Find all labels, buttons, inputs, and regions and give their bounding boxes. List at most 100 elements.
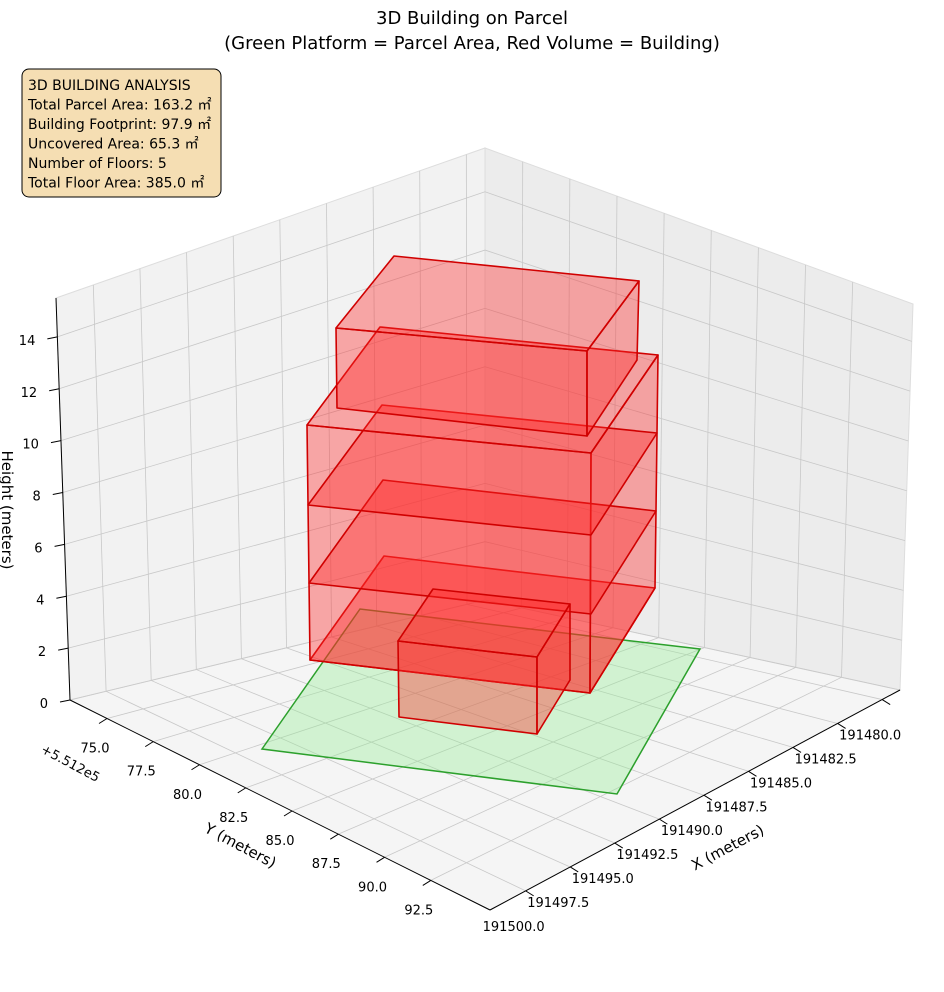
x-axis: [489, 689, 901, 911]
grid-line: [57, 191, 486, 338]
y-tick: [144, 741, 154, 748]
z-tick-label: 4: [36, 593, 44, 608]
x-tick: [703, 794, 713, 801]
x-tick: [614, 842, 624, 849]
grid-line: [419, 170, 423, 616]
grid-line: [484, 599, 901, 691]
grid-line: [232, 236, 242, 659]
x-tick-label: 191490.0: [661, 824, 723, 839]
z-tick: [59, 699, 71, 703]
grid-line: [484, 366, 907, 492]
grid-line: [795, 264, 806, 668]
grid-line: [279, 219, 287, 648]
z-tick: [49, 388, 60, 392]
y-tick: [330, 833, 339, 840]
x-tick-label: 191492.5: [616, 848, 678, 863]
annotation-line: 3D BUILDING ANALYSIS: [28, 78, 191, 94]
x-tick-label: 191500.0: [483, 920, 545, 935]
grid-line: [196, 669, 615, 844]
y-tick: [98, 718, 108, 724]
grid-line: [372, 187, 378, 627]
y-tick-label: 92.5: [404, 903, 433, 918]
grid-line: [92, 284, 107, 692]
grid-line: [521, 161, 524, 608]
grid-line: [62, 366, 486, 493]
z-tick: [47, 336, 58, 340]
z-tick: [54, 543, 65, 547]
grid-line: [241, 658, 660, 820]
annotation-line: Total Parcel Area: 163.2 ㎡: [27, 98, 212, 114]
y-tick: [191, 764, 200, 771]
grid-line: [484, 191, 912, 342]
floor-face: [397, 588, 571, 658]
annotation: 3D BUILDING ANALYSIS Total Parcel Area: 1…: [27, 78, 212, 192]
y-tick: [422, 879, 432, 886]
grid-line: [484, 424, 906, 541]
grid-line: [106, 607, 522, 719]
x-tick: [569, 866, 579, 873]
grid-line: [484, 541, 902, 641]
grid: [57, 154, 912, 892]
building: [306, 255, 659, 735]
x-tick: [748, 770, 757, 777]
grid-line: [59, 249, 486, 390]
z-tick-label: 10: [22, 438, 39, 453]
z-tick-label: 6: [34, 541, 42, 556]
grid-line: [105, 690, 526, 892]
annotation-line: Total Floor Area: 385.0 ㎡: [27, 176, 204, 192]
grid-line: [658, 213, 665, 638]
x-tick-label: 191480.0: [839, 729, 901, 744]
x-tick-label: 191495.0: [572, 872, 634, 887]
y-tick-label: 87.5: [312, 857, 341, 872]
y-tick: [283, 810, 293, 817]
z-tick-label: 2: [38, 645, 46, 660]
grid-line: [66, 482, 486, 597]
y-tick-label: 75.0: [81, 742, 110, 757]
y-tick: [237, 787, 247, 794]
grid-line: [139, 268, 152, 681]
grid-line: [64, 424, 486, 545]
x-tick-label: 191497.5: [527, 896, 589, 911]
z-tick: [50, 440, 62, 444]
grid-line: [566, 178, 571, 618]
z-axis-label: Height (meters): [0, 451, 16, 570]
x-tick-label: 191482.5: [795, 752, 857, 767]
z-tick: [56, 595, 67, 599]
grid-line: [421, 614, 838, 724]
z-tick: [58, 647, 69, 651]
floor-face: [307, 404, 658, 536]
x-tick: [792, 746, 802, 753]
grid-line: [703, 230, 712, 648]
x-tick: [837, 723, 846, 729]
chart-subtitle: (Green Platform = Parcel Area, Red Volum…: [224, 33, 720, 54]
grid-line: [199, 627, 614, 766]
x-tick: [525, 890, 534, 897]
y-tick-label: 85.0: [266, 834, 295, 849]
y-tick-label: 77.5: [127, 765, 156, 780]
grid-line: [484, 308, 909, 442]
z-axis: [55, 297, 71, 701]
z-tick-label: 14: [19, 334, 36, 349]
grid-line: [151, 680, 571, 868]
grid-line: [484, 482, 904, 591]
y-tick-label: 90.0: [358, 880, 387, 895]
grid-line: [338, 657, 751, 835]
x-tick: [881, 699, 891, 705]
z-tick: [52, 492, 63, 496]
grid-line: [465, 154, 468, 605]
grid-line: [69, 599, 486, 701]
grid-line: [331, 636, 749, 772]
grid-line: [430, 676, 842, 881]
z-tick-label: 0: [40, 697, 48, 712]
grid-line: [286, 647, 705, 796]
floor-face: [335, 255, 640, 352]
chart-title: 3D Building on Parcel: [376, 8, 568, 29]
y-tick: [376, 856, 385, 863]
grid-line: [612, 196, 618, 628]
grid-line: [749, 247, 759, 658]
y-tick-label: 82.5: [219, 811, 248, 826]
floor-face: [306, 326, 659, 454]
grid-line: [466, 603, 883, 700]
annotation-line: Uncovered Area: 65.3 ㎡: [28, 137, 199, 153]
